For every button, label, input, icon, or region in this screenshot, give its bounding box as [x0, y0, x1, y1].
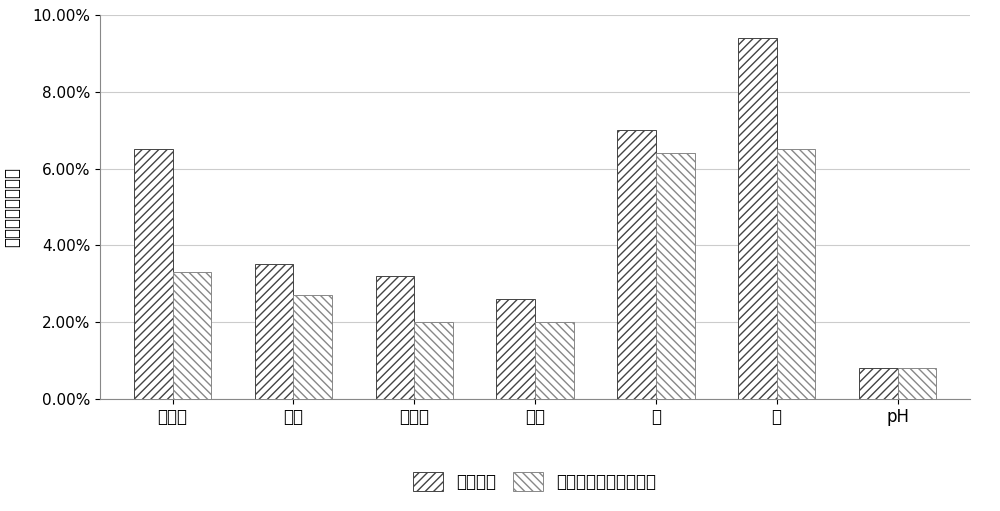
Bar [496, 299, 535, 399]
Bar [173, 272, 211, 399]
Bar [617, 130, 656, 399]
Bar [738, 38, 777, 399]
Bar [255, 265, 293, 399]
Bar [898, 368, 936, 399]
Bar [376, 276, 414, 399]
Bar [777, 149, 815, 399]
Bar [535, 322, 574, 399]
Bar [656, 153, 695, 399]
Bar [293, 295, 332, 399]
Y-axis label: 各指标相对标准差: 各指标相对标准差 [3, 167, 21, 247]
Bar [859, 368, 898, 399]
Legend: 常规加工, 时间空间轴取样均质化: 常规加工, 时间空间轴取样均质化 [407, 465, 663, 498]
Bar [134, 149, 173, 399]
Bar [414, 322, 453, 399]
